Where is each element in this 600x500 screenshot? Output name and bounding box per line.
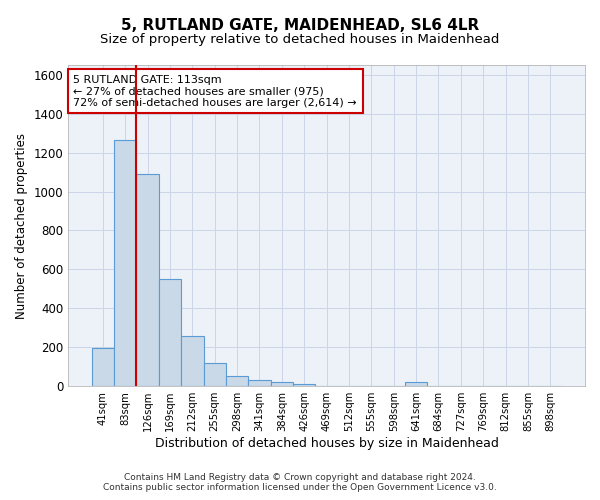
Bar [159,279,181,386]
X-axis label: Distribution of detached houses by size in Maidenhead: Distribution of detached houses by size … [155,437,499,450]
Bar [248,380,271,386]
Text: 5, RUTLAND GATE, MAIDENHEAD, SL6 4LR: 5, RUTLAND GATE, MAIDENHEAD, SL6 4LR [121,18,479,32]
Bar [181,336,203,386]
Bar [136,174,159,386]
Bar [114,140,136,386]
Bar [405,382,427,386]
Text: 5 RUTLAND GATE: 113sqm
← 27% of detached houses are smaller (975)
72% of semi-de: 5 RUTLAND GATE: 113sqm ← 27% of detached… [73,74,357,108]
Text: Contains HM Land Registry data © Crown copyright and database right 2024.
Contai: Contains HM Land Registry data © Crown c… [103,473,497,492]
Text: Size of property relative to detached houses in Maidenhead: Size of property relative to detached ho… [100,32,500,46]
Y-axis label: Number of detached properties: Number of detached properties [15,132,28,318]
Bar [92,348,114,386]
Bar [203,363,226,386]
Bar [293,384,316,386]
Bar [226,376,248,386]
Bar [271,382,293,386]
